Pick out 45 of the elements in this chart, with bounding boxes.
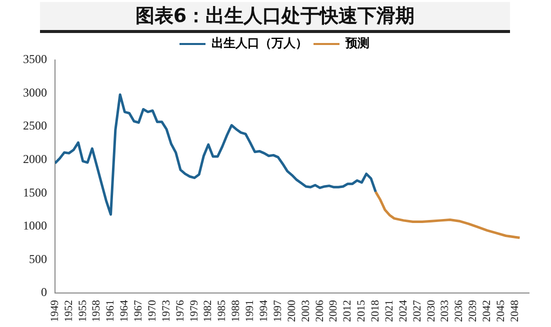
x-tick-label: 2021 — [383, 300, 396, 322]
x-tick-label: 1973 — [160, 300, 172, 322]
x-tick-label: 1952 — [62, 300, 75, 322]
x-tick-label: 1997 — [272, 300, 284, 322]
legend-label: 预测 — [344, 36, 370, 50]
x-tick-label: 2015 — [356, 300, 368, 322]
x-tick-label: 1979 — [188, 300, 200, 322]
x-tick-label: 2048 — [508, 300, 521, 322]
x-tick-label: 1985 — [216, 300, 228, 322]
y-tick-label: 3500 — [23, 52, 47, 66]
x-tick-label: 2033 — [439, 300, 452, 322]
x-tick-label: 2030 — [425, 300, 438, 322]
y-tick-label: 1500 — [23, 185, 47, 200]
x-tick-label: 1949 — [48, 300, 61, 322]
x-tick-label: 1967 — [132, 300, 145, 322]
x-tick-label: 1970 — [146, 300, 158, 322]
x-tick-label: 1958 — [90, 300, 103, 322]
y-tick-label: 500 — [29, 252, 47, 266]
x-tick-label: 1961 — [104, 300, 117, 322]
x-tick-label: 1991 — [244, 300, 256, 322]
y-tick-label: 2500 — [23, 118, 47, 133]
x-tick-label: 2024 — [397, 300, 410, 322]
x-tick-label: 2003 — [300, 300, 312, 322]
x-tick-label: 1976 — [174, 300, 186, 322]
x-tick-label: 1988 — [230, 300, 242, 322]
x-tick-label: 2045 — [495, 300, 508, 322]
x-tick-label: 2027 — [411, 300, 424, 322]
x-tick-label: 1964 — [118, 300, 131, 322]
x-tick-label: 1982 — [202, 300, 214, 322]
x-tick-label: 2042 — [481, 300, 494, 322]
x-tick-label: 1955 — [76, 300, 89, 322]
legend-label: 出生人口（万人） — [212, 36, 308, 50]
y-tick-label: 1000 — [23, 218, 47, 233]
x-tick-label: 2036 — [453, 300, 466, 322]
y-tick-label: 2000 — [23, 152, 47, 166]
chart-title: 图表6：出生人口处于快速下滑期 — [40, 2, 510, 33]
x-tick-label: 2039 — [467, 300, 480, 322]
y-tick-label: 3000 — [23, 85, 47, 100]
y-tick-label: 0 — [41, 285, 47, 300]
x-tick-label: 2012 — [342, 300, 354, 322]
x-tick-label: 2009 — [328, 300, 340, 322]
x-tick-label: 1994 — [258, 300, 270, 322]
x-tick-label: 2000 — [286, 300, 298, 322]
x-tick-label: 2018 — [370, 300, 382, 322]
x-tick-label: 2006 — [314, 300, 326, 322]
